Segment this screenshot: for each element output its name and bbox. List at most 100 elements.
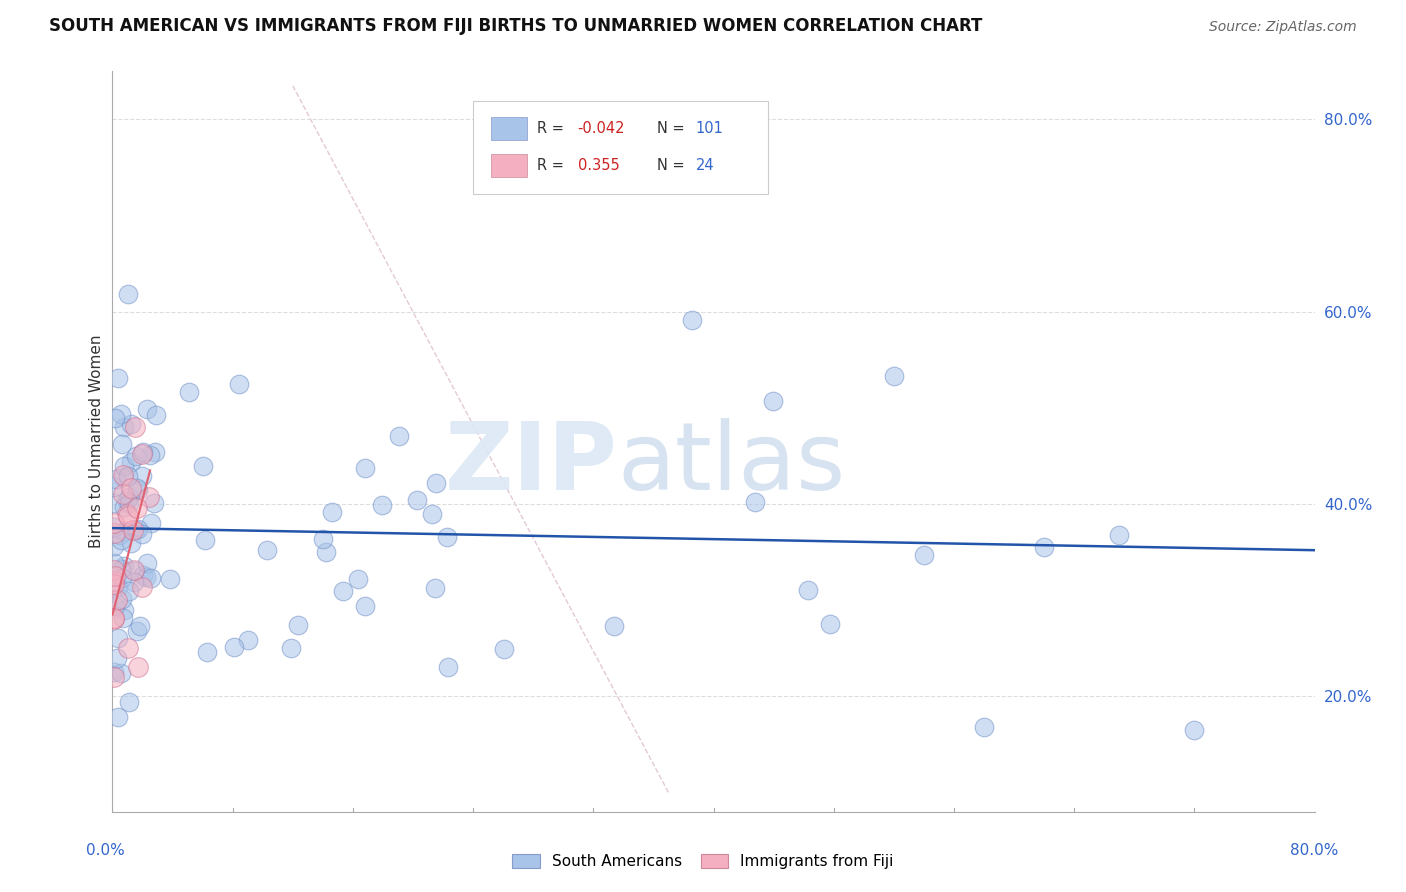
Point <box>114 524 136 538</box>
Point <box>110 665 132 680</box>
Point <box>107 371 129 385</box>
Point <box>105 593 128 607</box>
Point <box>194 533 217 548</box>
Point <box>103 516 125 531</box>
Point <box>103 577 125 591</box>
Point <box>354 599 377 613</box>
Point <box>120 481 142 495</box>
Point <box>111 437 134 451</box>
Point <box>105 651 128 665</box>
Point <box>138 490 160 504</box>
Point <box>436 659 458 673</box>
Point <box>143 496 166 510</box>
Point <box>256 542 278 557</box>
Point <box>103 569 125 583</box>
Point <box>425 582 447 596</box>
Point <box>103 670 125 684</box>
Point <box>127 624 149 638</box>
Point <box>103 539 125 553</box>
Text: N =: N = <box>657 158 689 173</box>
Point <box>114 602 136 616</box>
Point <box>406 493 429 508</box>
Point <box>111 487 134 501</box>
Point <box>118 583 141 598</box>
Text: atlas: atlas <box>617 417 845 509</box>
Point <box>177 384 200 399</box>
Point <box>103 574 125 588</box>
Point <box>139 571 162 585</box>
Point <box>118 491 141 505</box>
Point <box>127 483 149 497</box>
Point <box>127 660 149 674</box>
Point <box>122 574 145 589</box>
Point <box>159 572 181 586</box>
Text: 0.0%: 0.0% <box>86 843 125 857</box>
Point <box>104 472 127 486</box>
Point <box>120 535 142 549</box>
Point <box>115 507 138 521</box>
Text: R =: R = <box>537 121 568 136</box>
Point <box>315 545 337 559</box>
Point <box>107 580 129 594</box>
Point <box>143 445 166 459</box>
Point <box>136 402 159 417</box>
Point <box>1184 723 1206 737</box>
Text: -0.042: -0.042 <box>578 121 626 136</box>
Point <box>224 640 246 655</box>
Point <box>131 469 153 483</box>
Point <box>103 665 125 680</box>
Point <box>131 445 153 459</box>
Point <box>108 528 131 542</box>
Point <box>1108 528 1130 542</box>
Point <box>111 470 134 484</box>
Point <box>110 562 132 576</box>
Point <box>118 695 141 709</box>
Point <box>110 533 132 548</box>
Point <box>135 556 157 570</box>
Point <box>117 287 139 301</box>
Point <box>121 523 143 537</box>
Point <box>104 599 127 613</box>
Point <box>145 408 167 422</box>
Point <box>796 582 818 597</box>
Point <box>115 494 138 508</box>
Point <box>112 611 135 625</box>
Point <box>602 619 624 633</box>
Text: ZIP: ZIP <box>444 417 617 509</box>
Point <box>287 618 309 632</box>
Point <box>128 619 150 633</box>
Point <box>1033 540 1056 554</box>
Point <box>120 417 142 431</box>
Point <box>112 419 135 434</box>
Point <box>973 719 995 733</box>
Point <box>912 548 935 562</box>
Point <box>494 641 516 656</box>
Point <box>195 645 218 659</box>
Point <box>280 640 302 655</box>
Point <box>132 568 155 582</box>
Point <box>125 449 148 463</box>
FancyBboxPatch shape <box>491 153 527 178</box>
Point <box>131 527 153 541</box>
Point <box>321 505 343 519</box>
Text: R =: R = <box>537 158 574 173</box>
Point <box>883 369 905 384</box>
Point <box>354 461 377 475</box>
Point <box>436 530 458 544</box>
Point <box>228 377 250 392</box>
Point <box>125 481 148 495</box>
Text: Source: ZipAtlas.com: Source: ZipAtlas.com <box>1209 21 1357 34</box>
Point <box>122 563 145 577</box>
Point <box>103 612 125 626</box>
Point <box>127 523 149 537</box>
Point <box>135 569 157 583</box>
Point <box>112 500 135 515</box>
Y-axis label: Births to Unmarried Women: Births to Unmarried Women <box>89 334 104 549</box>
Point <box>124 420 146 434</box>
Point <box>117 509 139 524</box>
Point <box>127 500 149 515</box>
Text: 24: 24 <box>696 158 714 173</box>
FancyBboxPatch shape <box>491 117 527 140</box>
Point <box>107 709 129 723</box>
Point <box>762 393 785 408</box>
